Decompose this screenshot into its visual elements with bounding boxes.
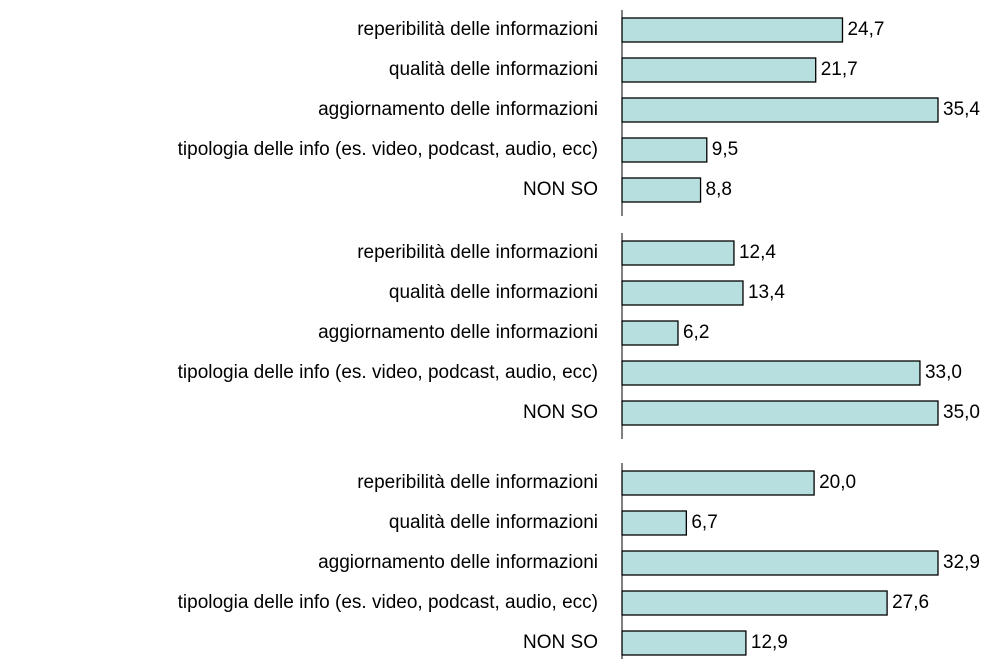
category-label: aggiornamento delle informazioni [318, 552, 598, 573]
value-label: 13,4 [748, 282, 785, 303]
bar [621, 550, 939, 576]
bar [621, 510, 688, 536]
value-label: 21,7 [821, 59, 858, 80]
category-label: NON SO [523, 402, 598, 423]
value-label: 12,9 [751, 632, 788, 653]
value-label: 35,4 [943, 99, 980, 120]
category-label: tipologia delle info (es. video, podcast… [178, 139, 598, 160]
value-label: 27,6 [892, 592, 929, 613]
bar [621, 240, 735, 266]
bar [621, 177, 702, 203]
bar [621, 137, 708, 163]
value-label: 33,0 [925, 362, 962, 383]
category-label: reperibilità delle informazioni [357, 19, 598, 40]
value-label: 9,5 [712, 139, 738, 160]
category-label: tipologia delle info (es. video, podcast… [178, 362, 598, 383]
value-label: 12,4 [739, 242, 776, 263]
value-label: 24,7 [847, 19, 884, 40]
bar [621, 630, 747, 656]
category-label: qualità delle informazioni [389, 282, 598, 303]
category-label: reperibilità delle informazioni [357, 472, 598, 493]
value-label: 20,0 [819, 472, 856, 493]
category-label: reperibilità delle informazioni [357, 242, 598, 263]
category-label: aggiornamento delle informazioni [318, 99, 598, 120]
bar [621, 280, 744, 306]
category-label: qualità delle informazioni [389, 59, 598, 80]
category-label: aggiornamento delle informazioni [318, 322, 598, 343]
category-label: tipologia delle info (es. video, podcast… [178, 592, 598, 613]
value-label: 6,2 [683, 322, 709, 343]
category-label: NON SO [523, 179, 598, 200]
bar [621, 360, 921, 386]
bar [621, 17, 844, 43]
bar [621, 590, 888, 616]
value-label: 8,8 [706, 179, 732, 200]
category-label: NON SO [523, 632, 598, 653]
bar [621, 400, 939, 426]
value-label: 32,9 [943, 552, 980, 573]
value-label: 6,7 [691, 512, 717, 533]
category-label: qualità delle informazioni [389, 512, 598, 533]
bar [621, 97, 939, 123]
value-label: 35,0 [943, 402, 980, 423]
bar [621, 470, 815, 496]
bar [621, 57, 817, 83]
bar [621, 320, 679, 346]
